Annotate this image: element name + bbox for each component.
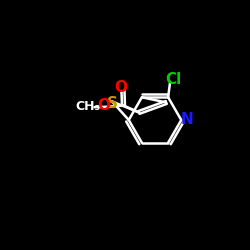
- Text: O: O: [114, 80, 128, 96]
- Text: Cl: Cl: [165, 72, 181, 87]
- Text: N: N: [180, 112, 193, 128]
- Text: CH₃: CH₃: [75, 100, 100, 113]
- Text: O: O: [97, 98, 110, 113]
- Text: S: S: [106, 96, 118, 111]
